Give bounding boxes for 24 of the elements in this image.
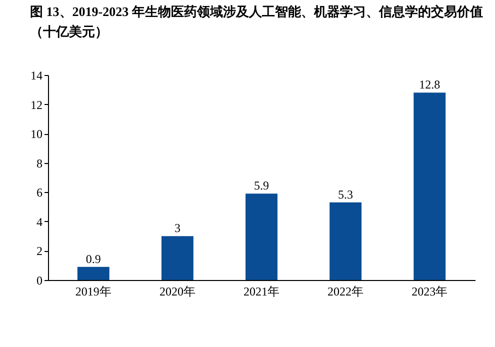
bar bbox=[330, 202, 362, 280]
bar bbox=[246, 194, 278, 280]
y-tick-label: 8 bbox=[36, 156, 42, 170]
data-label: 12.8 bbox=[419, 78, 440, 92]
y-tick-label: 4 bbox=[36, 214, 42, 229]
bar bbox=[77, 266, 110, 280]
y-tick-label: 10 bbox=[30, 127, 42, 142]
x-tick-label: 2019年 bbox=[75, 284, 112, 298]
y-tick-label: 0 bbox=[36, 274, 42, 288]
x-tick-label: 2023年 bbox=[412, 284, 448, 298]
chart-title: 图 13、2019-2023 年生物医药领域涉及人工智能、机器学习、信息学的交易价值（十亿美元） bbox=[30, 4, 483, 39]
bar bbox=[414, 92, 446, 280]
data-label: 5.9 bbox=[254, 178, 269, 193]
data-label: 3 bbox=[174, 221, 180, 236]
y-tick-label: 6 bbox=[36, 186, 42, 200]
bar bbox=[161, 236, 194, 280]
x-tick-label: 2022年 bbox=[328, 284, 364, 298]
x-tick-label: 2020年 bbox=[159, 284, 196, 298]
y-tick-label: 14 bbox=[30, 68, 42, 82]
x-tick-label: 2021年 bbox=[244, 284, 280, 298]
y-tick-label: 2 bbox=[36, 244, 42, 258]
data-label: 5.3 bbox=[338, 187, 354, 202]
y-tick-label: 12 bbox=[30, 98, 42, 112]
data-label: 0.9 bbox=[86, 252, 101, 266]
